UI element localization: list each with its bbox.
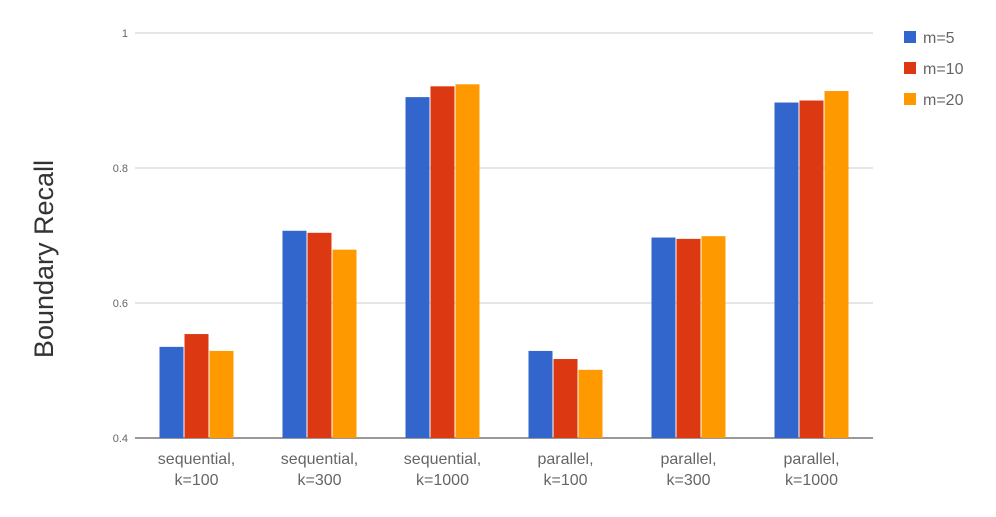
x-category-label: parallel,: [783, 451, 839, 468]
x-category-label: k=300: [666, 472, 710, 489]
y-tick-label: 0.6: [113, 298, 128, 310]
x-category-label: k=100: [543, 472, 587, 489]
bar-m-5-3: [528, 350, 553, 438]
x-category-label: parallel,: [660, 451, 716, 468]
legend-label: m=5: [923, 30, 955, 47]
y-tick-label: 0.8: [113, 163, 128, 175]
bar-m-20-5: [824, 91, 849, 439]
legend-swatch: [904, 62, 916, 74]
bar-m-20-2: [455, 84, 480, 439]
bar-m-10-4: [676, 238, 701, 438]
x-category-label: k=1000: [416, 472, 469, 489]
y-tick-label: 1: [122, 28, 128, 40]
legend: m=5 m=10 m=20: [904, 30, 964, 109]
x-category-label: sequential,: [404, 451, 481, 468]
y-tick-label: 0.4: [113, 433, 128, 445]
x-category-label: sequential,: [158, 451, 235, 468]
y-axis-ticks: 0.4 0.6 0.8 1: [113, 28, 128, 445]
bar-m-20-0: [209, 350, 234, 438]
bar-m-20-3: [578, 369, 603, 438]
bar-m-5-5: [774, 102, 799, 439]
x-category-label: sequential,: [281, 451, 358, 468]
bar-m-10-5: [799, 100, 824, 438]
bar-m-5-4: [651, 237, 676, 438]
bar-m-10-0: [184, 334, 209, 438]
y-axis-label: Boundary Recall: [29, 160, 59, 358]
bar-m-10-3: [553, 359, 578, 438]
bar-m-5-1: [282, 230, 307, 438]
bar-m-10-1: [307, 232, 332, 438]
x-category-label: k=100: [174, 472, 218, 489]
x-category-label: parallel,: [537, 451, 593, 468]
bar-m-10-2: [430, 86, 455, 438]
legend-label: m=10: [923, 61, 964, 78]
bars: [159, 84, 849, 439]
bar-m-5-2: [405, 97, 430, 438]
grid-lines: [135, 32, 873, 439]
legend-swatch: [904, 31, 916, 43]
x-axis-categories: sequential, k=100 sequential, k=300 sequenti…: [158, 451, 840, 489]
bar-m-20-4: [701, 236, 726, 438]
legend-label: m=20: [923, 92, 964, 109]
bar-m-20-1: [332, 249, 357, 438]
x-category-label: k=1000: [785, 472, 838, 489]
x-category-label: k=300: [297, 472, 341, 489]
legend-swatch: [904, 93, 916, 105]
bar-m-5-0: [159, 346, 184, 438]
